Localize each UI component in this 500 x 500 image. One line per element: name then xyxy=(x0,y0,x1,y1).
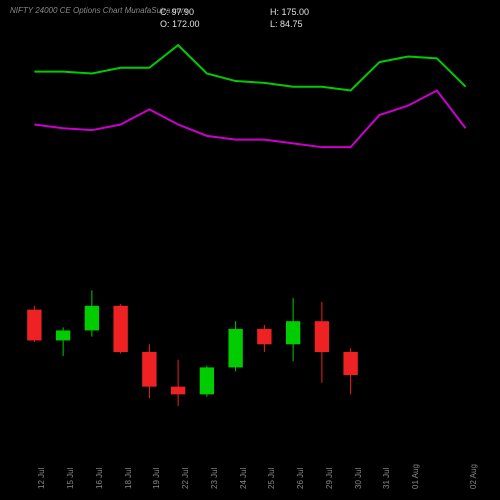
x-tick-label: 26 Jul xyxy=(296,468,305,489)
low-value: L: 84.75 xyxy=(270,18,309,30)
x-tick-label: 25 Jul xyxy=(267,468,276,489)
x-tick-label: 19 Jul xyxy=(152,468,161,489)
candle-body xyxy=(27,310,41,341)
candle-body xyxy=(171,387,185,395)
x-tick-label: 24 Jul xyxy=(239,468,248,489)
x-tick-label: 23 Jul xyxy=(210,468,219,489)
candle-body xyxy=(257,329,271,344)
candle-body xyxy=(113,306,127,352)
candle-body xyxy=(56,330,70,340)
candle-body xyxy=(286,321,300,344)
x-tick-label: 16 Jul xyxy=(95,468,104,489)
x-tick-label: 02 Aug xyxy=(469,464,478,489)
x-tick-label: 29 Jul xyxy=(325,468,334,489)
chart-area xyxy=(20,30,480,450)
candle-body xyxy=(228,329,242,368)
x-tick-label: 30 Jul xyxy=(354,468,363,489)
candle-body xyxy=(142,352,156,387)
chart-svg xyxy=(20,30,480,450)
close-value: C: 97.90 xyxy=(160,6,200,18)
x-tick-label: 31 Jul xyxy=(382,468,391,489)
x-tick-label: 18 Jul xyxy=(124,468,133,489)
indicator-line-2 xyxy=(34,90,465,147)
x-tick-label: 12 Jul xyxy=(37,468,46,489)
x-tick-label: 01 Aug xyxy=(411,464,420,489)
indicator-line-1 xyxy=(34,45,465,90)
high-value: H: 175.00 xyxy=(270,6,309,18)
ohlc-co: C: 97.90 O: 172.00 xyxy=(160,6,200,30)
candle-body xyxy=(85,306,99,331)
open-value: O: 172.00 xyxy=(160,18,200,30)
x-tick-label: 15 Jul xyxy=(66,468,75,489)
ohlc-hl: H: 175.00 L: 84.75 xyxy=(270,6,309,30)
candle-body xyxy=(343,352,357,375)
x-tick-label: 22 Jul xyxy=(181,468,190,489)
candle-body xyxy=(200,367,214,394)
candle-body xyxy=(315,321,329,352)
x-axis-labels: 12 Jul 15 Jul 16 Jul 18 Jul 19 Jul 22 Jul 23 J… xyxy=(20,454,480,494)
